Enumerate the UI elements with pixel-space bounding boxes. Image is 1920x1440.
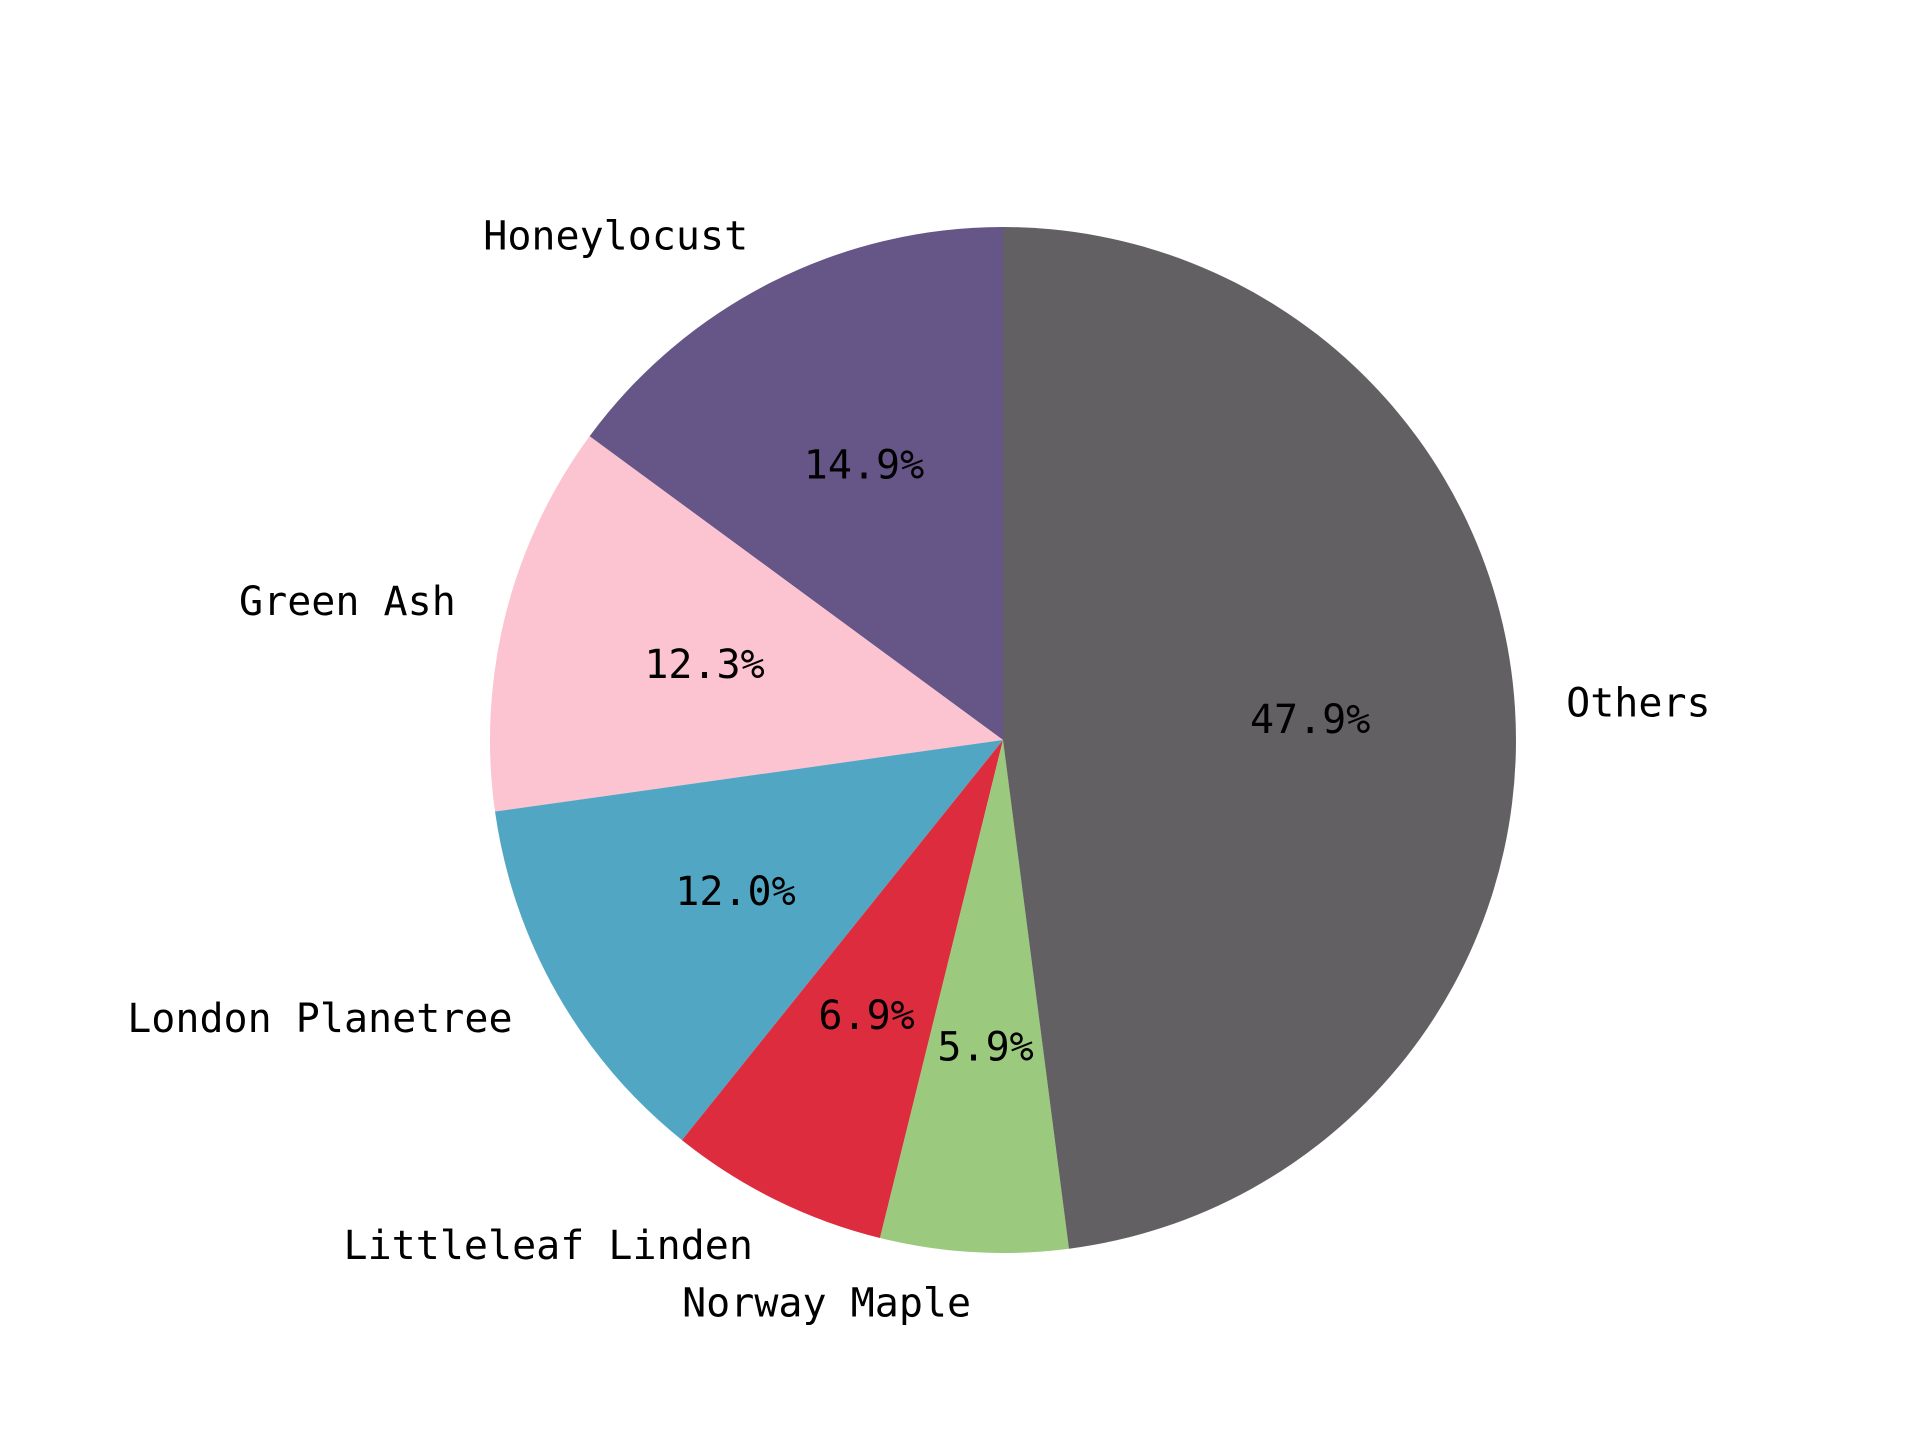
- pie-category-label: Littleleaf Linden: [344, 1223, 753, 1269]
- pie-slice-green-ash: [489, 436, 1003, 812]
- pie-percent-label: 14.9%: [804, 442, 924, 488]
- pie-percent-label: 6.9%: [818, 993, 914, 1039]
- pie-slices: [489, 227, 1516, 1253]
- pie-category-label: Others: [1566, 681, 1711, 727]
- pie-slice-honeylocust: [589, 227, 1003, 740]
- pie-category-label: Honeylocust: [483, 214, 748, 260]
- pie-percent-label: 12.0%: [675, 869, 795, 915]
- pie-category-label: Norway Maple: [682, 1280, 971, 1326]
- pie-percent-label: 5.9%: [937, 1024, 1033, 1070]
- pie-slice-littleleaf-linden: [681, 740, 1003, 1239]
- pie-slice-others: [1003, 227, 1516, 1249]
- pie-percent-label: 12.3%: [644, 642, 764, 688]
- pie-category-label: London Planetree: [127, 996, 512, 1042]
- pie-percent-label: 47.9%: [1250, 697, 1370, 743]
- pie-category-label: Green Ash: [239, 579, 456, 625]
- pie-labels: 14.9% Honeylocust 12.3% Green Ash 12.0% Londo…: [127, 214, 1710, 1327]
- pie-slice-norway-maple: [879, 740, 1069, 1253]
- pie-slice-london-planetree: [495, 740, 1003, 1141]
